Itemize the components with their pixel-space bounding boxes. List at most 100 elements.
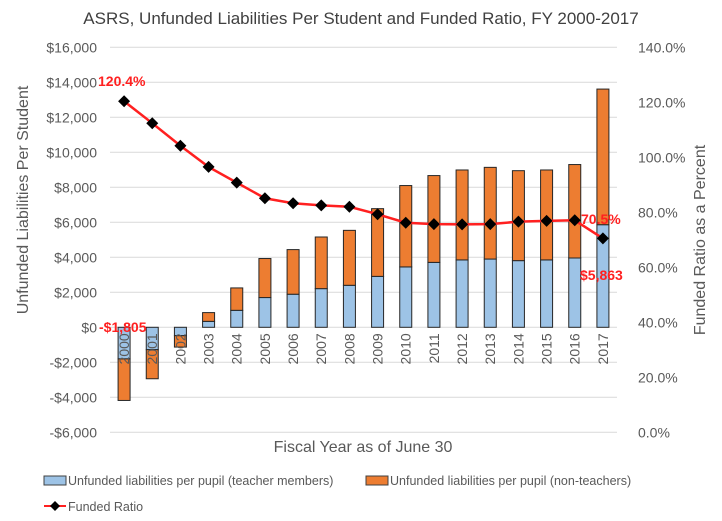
y-axis-right-title: Funded Ratio as a Percent: [692, 144, 709, 335]
bar-non-teachers: [314, 236, 328, 290]
funded-ratio-marker: [512, 215, 525, 228]
legend-swatch-non-teachers: [365, 475, 389, 486]
funded-ratio-marker: [371, 208, 384, 221]
y-tick-label: $2,000: [54, 284, 97, 300]
bar-teacher-members: [568, 257, 582, 328]
funded-ratio-marker: [174, 139, 187, 152]
bar-non-teachers: [117, 358, 131, 401]
y-tick-label: $12,000: [46, 109, 97, 125]
x-tick-label: 2010: [398, 333, 414, 364]
y-tick-label: -$2,000: [50, 354, 98, 370]
funded-ratio-marker: [202, 160, 215, 173]
funded-ratio-marker: [484, 218, 497, 231]
bar-teacher-members: [455, 259, 469, 328]
funded-ratio-marker: [118, 95, 131, 108]
y2-tick-label: 80.0%: [638, 204, 678, 220]
y-tick-label: -$4,000: [50, 389, 98, 405]
x-axis-title: Fiscal Year as of June 30: [274, 439, 453, 456]
bar-non-teachers: [230, 287, 244, 311]
y-tick-label: $4,000: [54, 249, 97, 265]
y2-tick-label: 100.0%: [638, 149, 685, 165]
x-tick-label: 2002: [172, 333, 188, 364]
y-axis-right-ticks: 140.0% 120.0% 100.0% 80.0% 60.0% 40.0% 20.0% 0.…: [638, 39, 685, 440]
bar-non-teachers: [455, 169, 469, 261]
bar-teacher-members: [540, 259, 554, 328]
funded-ratio-marker: [287, 197, 300, 210]
funded-ratio-marker: [568, 214, 581, 227]
bar-teacher-members: [483, 258, 497, 328]
bar-series: [117, 88, 610, 401]
bar-teacher-members: [230, 309, 244, 328]
x-tick-label: 2016: [567, 333, 583, 364]
bar-teacher-members: [314, 288, 328, 328]
funded-ratio-marker: [230, 176, 243, 189]
x-tick-label: 2008: [341, 333, 357, 364]
data-label: $5,863: [580, 267, 623, 283]
bar-teacher-members: [286, 293, 300, 328]
data-label: 120.4%: [98, 73, 146, 89]
y-tick-label: -$6,000: [50, 424, 98, 440]
data-labels: 120.4% -$1,805 70.5% $5,863: [98, 73, 623, 335]
x-tick-label: 2014: [510, 333, 526, 364]
funded-ratio-marker: [258, 192, 271, 205]
data-label: -$1,805: [99, 319, 147, 335]
legend-label-teacher-members: Unfunded liabilities per pupil (teacher …: [68, 474, 333, 488]
bar-teacher-members: [427, 261, 441, 328]
x-tick-label: 2013: [482, 333, 498, 364]
x-tick-label: 2006: [285, 333, 301, 364]
legend-label-non-teachers: Unfunded liabilities per pupil (non-teac…: [390, 474, 631, 488]
x-tick-label: 2005: [257, 333, 273, 364]
y-tick-label: $8,000: [54, 179, 97, 195]
bar-non-teachers: [483, 166, 497, 260]
y2-tick-label: 60.0%: [638, 259, 678, 275]
y-tick-label: $0: [81, 319, 97, 335]
legend-marker-funded-ratio: [50, 501, 60, 511]
funded-ratio-marker: [596, 232, 609, 245]
bar-teacher-members: [258, 297, 272, 328]
x-tick-label: 2012: [454, 333, 470, 364]
y2-tick-label: 120.0%: [638, 94, 685, 110]
legend-label-funded-ratio: Funded Ratio: [68, 500, 143, 514]
x-axis-category-labels: 2000 2001 2002 2003 2004 2005 2006 2007 2008 2009…: [116, 333, 611, 364]
bar-teacher-members: [202, 320, 216, 328]
y-axis-left-title: Unfunded Liabilities Per Student: [15, 85, 32, 314]
y-tick-label: $10,000: [46, 144, 97, 160]
bar-teacher-members: [342, 284, 356, 328]
x-tick-label: 2007: [313, 333, 329, 364]
funded-ratio-marker: [456, 218, 469, 231]
x-tick-label: 2004: [229, 333, 245, 364]
x-tick-label: 2003: [201, 333, 217, 364]
y-tick-label: $6,000: [54, 214, 97, 230]
legend-item-non-teachers[interactable]: Unfunded liabilities per pupil (non-teac…: [365, 474, 631, 488]
bar-teacher-members: [511, 260, 525, 328]
legend-swatch-teacher-members: [43, 475, 67, 486]
y2-tick-label: 140.0%: [638, 39, 685, 55]
y-axis-left-ticks: $16,000 $14,000 $12,000 $10,000 $8,000 $6,000…: [46, 39, 97, 440]
y-tick-label: $16,000: [46, 39, 97, 55]
funded-ratio-marker: [146, 117, 159, 130]
bar-non-teachers: [173, 335, 187, 348]
x-tick-label: 2011: [426, 333, 442, 363]
bar-non-teachers: [145, 349, 159, 380]
y-tick-label: $14,000: [46, 74, 97, 90]
gridlines: [110, 46, 617, 433]
chart-title: ASRS, Unfunded Liabilities Per Student a…: [83, 9, 638, 28]
funded-ratio-marker: [343, 200, 356, 213]
bar-teacher-members: [371, 275, 385, 328]
funded-ratio-marker: [315, 199, 328, 212]
bar-non-teachers: [596, 88, 610, 226]
legend: Unfunded liabilities per pupil (teacher …: [43, 474, 631, 514]
data-label: 70.5%: [581, 211, 621, 227]
bar-teacher-members: [399, 266, 413, 328]
bar-non-teachers: [342, 229, 356, 286]
funded-ratio-marker: [540, 214, 553, 227]
legend-item-teacher-members[interactable]: Unfunded liabilities per pupil (teacher …: [43, 474, 333, 488]
bar-non-teachers: [202, 312, 216, 322]
x-tick-label: 2009: [370, 333, 386, 364]
funded-ratio-marker: [427, 218, 440, 231]
funded-ratio-line-series: [118, 95, 609, 245]
x-tick-label: 2015: [539, 333, 555, 364]
legend-item-funded-ratio[interactable]: Funded Ratio: [44, 500, 143, 514]
x-tick-label: 2001: [144, 333, 160, 364]
